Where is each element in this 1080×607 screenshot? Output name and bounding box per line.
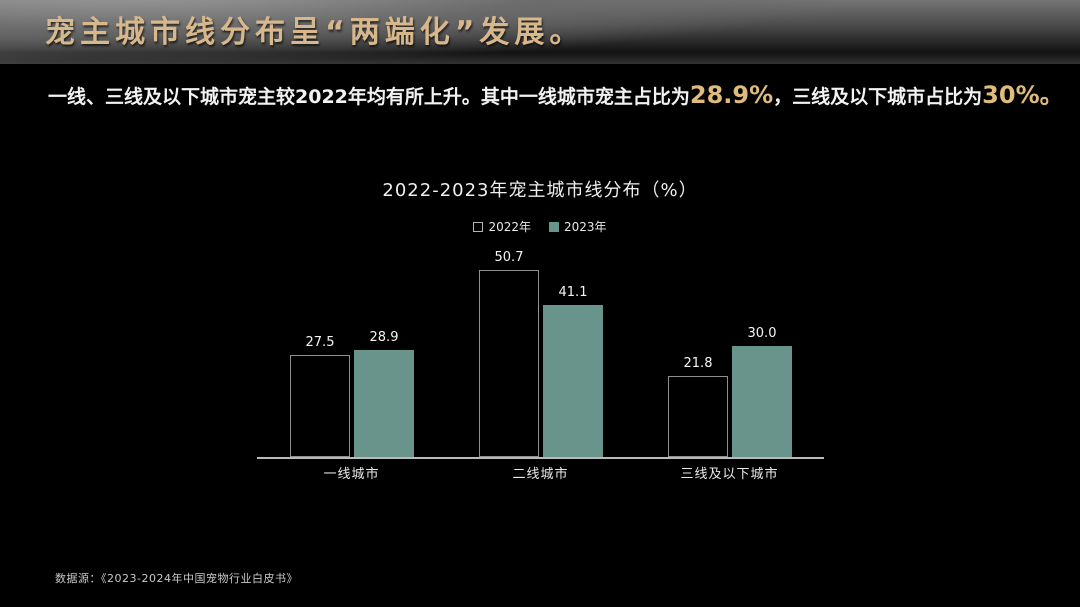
x-axis-labels: 一线城市 二线城市 三线及以下城市	[257, 463, 824, 483]
bar-2022年-二线城市	[479, 270, 539, 457]
subtitle-text: 一线、三线及以下城市宠主较2022年均有所上升。其中一线城市宠主占比为	[48, 86, 690, 108]
bar-value-label: 21.8	[683, 356, 713, 371]
page-title: 宠主城市线分布呈“两端化”发展。	[45, 15, 585, 50]
x-axis-label: 二线城市	[512, 467, 569, 482]
subtitle-highlight-1: 28.9%	[689, 81, 774, 109]
legend-swatch-icon	[549, 221, 559, 232]
bar-2022年-三线及以下城市	[668, 376, 728, 457]
slide-header: 宠主城市线分布呈“两端化”发展。	[0, 0, 1080, 66]
subtitle-text: ，三线及以下城市占比为	[773, 86, 983, 108]
bar-value-label: 30.0	[747, 326, 777, 341]
bar-2023年-三线及以下城市	[732, 346, 792, 457]
legend-item-2022年: 2022年	[473, 218, 531, 235]
chart-legend: 2022年 2023年	[0, 218, 1080, 235]
bar-2023年-二线城市	[543, 305, 603, 457]
bar-value-label: 50.7	[494, 250, 524, 265]
legend-swatch-icon	[473, 221, 484, 232]
bar-value-label: 41.1	[558, 285, 588, 300]
x-axis-label: 一线城市	[323, 467, 380, 482]
source-note: 数据源：《2023-2024年中国宠物行业白皮书》	[55, 572, 298, 585]
chart-title: 2022-2023年宠主城市线分布（%）	[382, 180, 698, 201]
legend-label: 2023年	[564, 220, 607, 234]
slide-subtitle: 一线、三线及以下城市宠主较2022年均有所上升。其中一线城市宠主占比为28.9%…	[48, 79, 1078, 113]
bar-value-label: 27.5	[305, 335, 335, 350]
legend-item-2023年: 2023年	[549, 218, 607, 235]
chart-plot: 27.5 28.9 50.7 41.1 21.8 30.0	[257, 250, 824, 459]
bar-2023年-一线城市	[354, 350, 414, 457]
bar-2022年-一线城市	[290, 355, 350, 457]
bar-value-label: 28.9	[369, 330, 399, 345]
subtitle-highlight-2: 30%。	[982, 81, 1064, 109]
x-axis-label: 三线及以下城市	[680, 467, 779, 482]
legend-label: 2022年	[488, 220, 531, 234]
